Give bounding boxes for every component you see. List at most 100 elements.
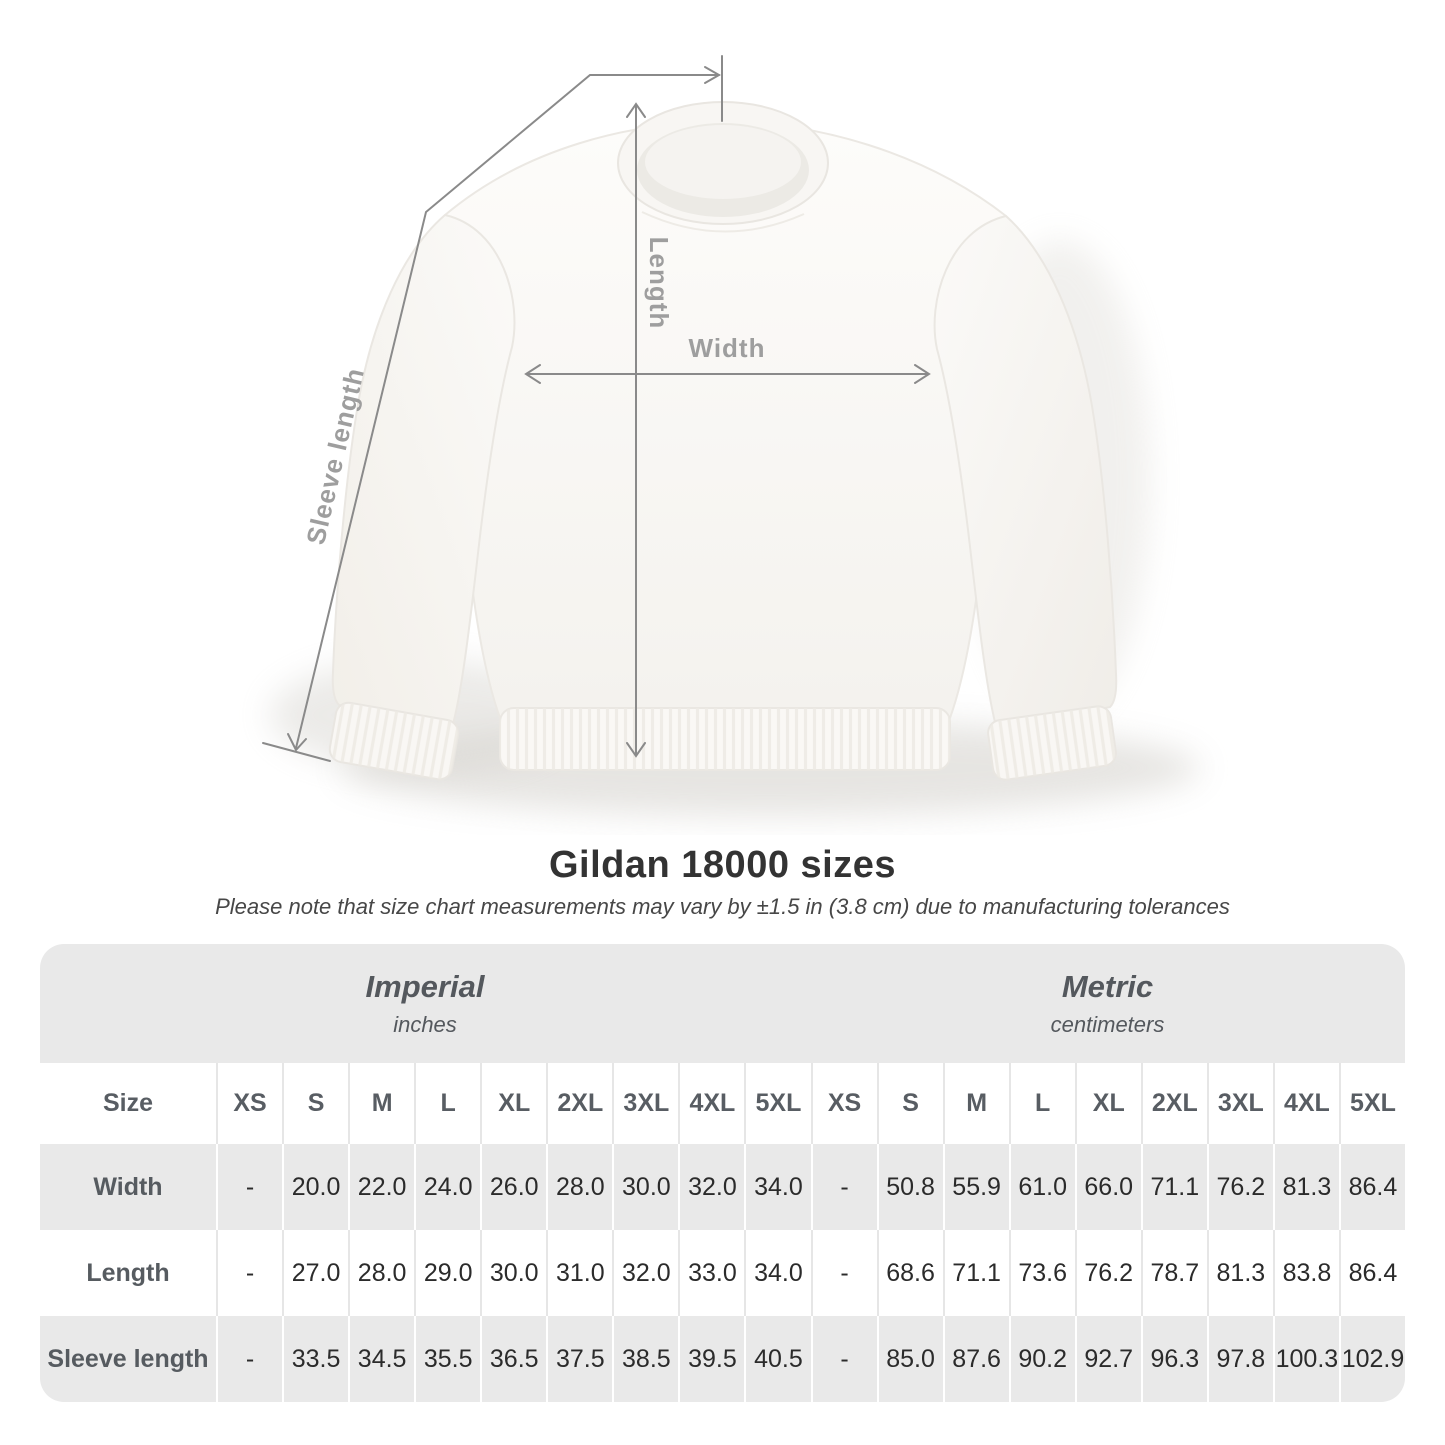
row-label: Sleeve length [40,1316,216,1402]
row-label: Width [40,1144,216,1230]
left-cuff [328,701,460,781]
size-header-cell: 2XL [546,1063,612,1144]
value-cell: 68.6 [876,1230,943,1316]
right-cuff [987,705,1117,781]
unit-header-band: Imperial inches Metric centimeters [40,944,1405,1063]
value-cell: 97.8 [1206,1316,1273,1402]
size-header-cell: 3XL [1206,1063,1273,1144]
value-cell: 92.7 [1074,1316,1141,1402]
size-header-cell: S [282,1063,348,1144]
value-cell: 40.5 [744,1316,811,1402]
size-header-cell: 5XL [744,1063,810,1144]
value-cell: 29.0 [414,1230,480,1316]
size-header-cell: L [1008,1063,1075,1144]
imperial-unit: inches [393,1012,457,1037]
value-cell: 32.0 [612,1230,678,1316]
value-cell: 24.0 [414,1144,481,1230]
page-title: Gildan 18000 sizes [549,844,896,886]
size-header-cell: 3XL [612,1063,678,1144]
value-cell: 35.5 [414,1316,481,1402]
value-cell: 83.8 [1272,1230,1339,1316]
length-arrow [626,102,646,758]
size-header-cell: 5XL [1338,1063,1405,1144]
value-cell: 76.2 [1206,1144,1273,1230]
value-cell: 28.0 [546,1144,613,1230]
value-cell: 26.0 [480,1144,547,1230]
size-header-cell: XL [1074,1063,1141,1144]
size-header-cell: XL [480,1063,546,1144]
value-cell: 73.6 [1008,1230,1075,1316]
value-cell: 85.0 [876,1316,943,1402]
length-label: Length [644,237,674,330]
metric-header: Metric centimeters [810,944,1405,1063]
value-cell: 96.3 [1140,1316,1207,1402]
tolerance-note: Please note that size chart measurements… [215,894,1230,919]
size-header-cell: 4XL [678,1063,744,1144]
value-cell: 34.0 [744,1144,811,1230]
value-cell: 71.1 [942,1230,1009,1316]
value-cell: 39.5 [678,1316,745,1402]
size-header-cell: S [876,1063,943,1144]
value-cell: 66.0 [1074,1144,1141,1230]
value-cell: 78.7 [1140,1230,1207,1316]
imperial-header: Imperial inches [40,944,810,1063]
value-cell: 31.0 [546,1230,612,1316]
size-header-cell: 4XL [1272,1063,1339,1144]
value-cell: 81.3 [1272,1144,1339,1230]
value-cell: 33.5 [282,1316,349,1402]
value-cell: 71.1 [1140,1144,1207,1230]
value-cell: - [216,1230,282,1316]
value-cell: 61.0 [1008,1144,1075,1230]
value-cell: 50.8 [876,1144,943,1230]
value-cell: 86.4 [1338,1144,1405,1230]
value-cell: 102.9 [1338,1316,1405,1402]
size-header-cell: 2XL [1140,1063,1207,1144]
sleeve-length-row: Sleeve length - 33.5 34.5 35.5 36.5 37.5… [40,1316,1405,1402]
value-cell: 34.5 [348,1316,415,1402]
value-cell: 76.2 [1074,1230,1141,1316]
value-cell: - [810,1230,877,1316]
size-chart-table: Imperial inches Metric centimeters Size … [40,944,1405,1402]
size-header-cell: XS [810,1063,877,1144]
value-cell: 30.0 [480,1230,546,1316]
value-cell: 38.5 [612,1316,679,1402]
width-label: Width [689,333,766,363]
waistband [499,707,951,771]
value-cell: 32.0 [678,1144,745,1230]
value-cell: - [810,1316,877,1402]
size-header-cell: M [348,1063,414,1144]
size-header-cell: L [414,1063,480,1144]
value-cell: - [216,1144,283,1230]
value-cell: 37.5 [546,1316,613,1402]
value-cell: 27.0 [282,1230,348,1316]
value-cell: 81.3 [1206,1230,1273,1316]
size-header-cell: XS [216,1063,282,1144]
size-header-cell: M [942,1063,1009,1144]
sleeve-length-arrow [262,55,723,762]
value-cell: 28.0 [348,1230,414,1316]
width-row: Width - 20.0 22.0 24.0 26.0 28.0 30.0 32… [40,1144,1405,1230]
value-cell: 87.6 [942,1316,1009,1402]
value-cell: 33.0 [678,1230,744,1316]
value-cell: - [216,1316,283,1402]
value-cell: 20.0 [282,1144,349,1230]
value-cell: 22.0 [348,1144,415,1230]
imperial-label: Imperial [365,969,485,1004]
width-arrow [524,364,931,384]
measurement-lines [262,55,931,762]
collar [617,101,829,225]
value-cell: 86.4 [1338,1230,1405,1316]
row-label: Length [86,1258,170,1287]
value-cell: - [810,1144,877,1230]
corner-label: Size [102,1089,154,1117]
value-cell: 30.0 [612,1144,679,1230]
sweatshirt-illustration [328,101,1118,781]
value-cell: 36.5 [480,1316,547,1402]
value-cell: 34.0 [744,1230,810,1316]
metric-label: Metric [1061,969,1154,1004]
metric-unit: centimeters [1050,1012,1165,1037]
size-header-row: Size XS S M L XL 2XL 3XL 4XL 5XL XS S M … [40,1063,1405,1144]
sweatshirt-measurement-diagram: Width Length Sleeve length [262,55,1200,816]
value-cell: 90.2 [1008,1316,1075,1402]
